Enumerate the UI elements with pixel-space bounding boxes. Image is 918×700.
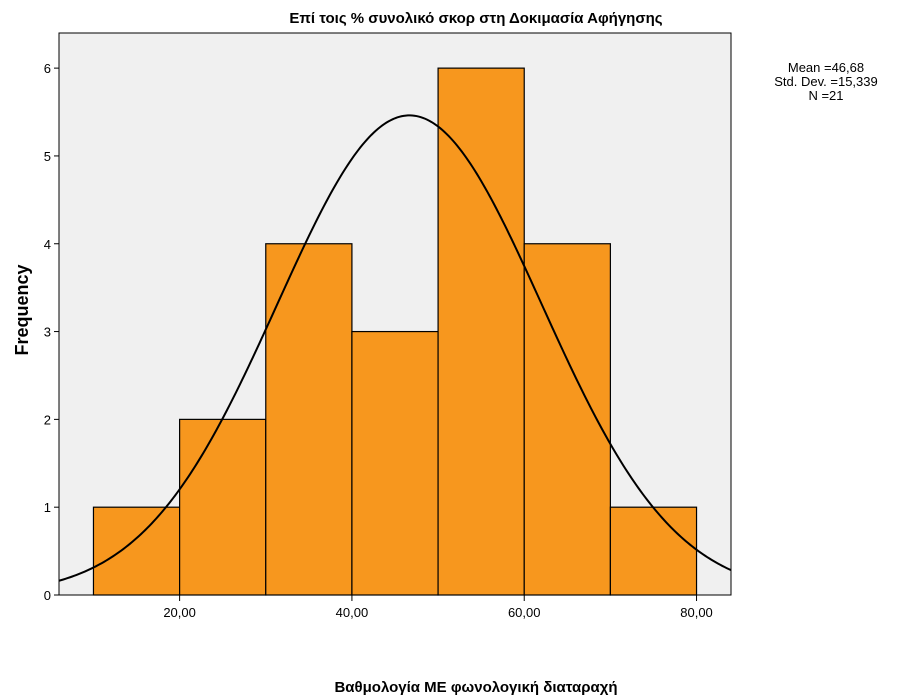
stats-n: N =21 [808, 88, 843, 103]
bars-group [92, 67, 698, 596]
y-tick-label-6: 6 [44, 61, 51, 76]
y-tick-label-2: 2 [44, 412, 51, 427]
y-axis-title: Frequency [12, 264, 32, 355]
bar-3 [351, 330, 439, 596]
y-axis: 0 1 2 3 4 5 6 [44, 61, 59, 603]
bar-6 [609, 506, 698, 596]
bar-4 [437, 67, 525, 596]
x-tick-label-1: 40,00 [336, 605, 369, 620]
y-tick-label-3: 3 [44, 325, 51, 340]
normal-curve [58, 114, 732, 582]
x-axis: 20,00 40,00 60,00 80,00 [163, 595, 713, 620]
x-tick-label-2: 60,00 [508, 605, 541, 620]
chart-title: Επί τοις % συνολικό σκορ στη Δοκιμασία Α… [289, 10, 662, 27]
stats-box: Mean =46,68 Std. Dev. =15,339 N =21 [774, 60, 877, 103]
x-tick-label-3: 80,00 [680, 605, 713, 620]
x-tick-label-0: 20,00 [163, 605, 196, 620]
bar-2 [265, 243, 353, 596]
stats-mean: Mean =46,68 [788, 60, 864, 75]
y-tick-label-0: 0 [44, 588, 51, 603]
bar-0 [92, 506, 181, 596]
x-axis-title: Βαθμολογία ΜΕ φωνολογική διαταραχή [334, 679, 617, 696]
stats-std-dev: Std. Dev. =15,339 [774, 74, 877, 89]
y-tick-label-1: 1 [44, 500, 51, 515]
y-tick-label-5: 5 [44, 149, 51, 164]
y-tick-label-4: 4 [44, 237, 51, 252]
bar-1 [179, 418, 267, 596]
plot-frame [58, 32, 732, 596]
